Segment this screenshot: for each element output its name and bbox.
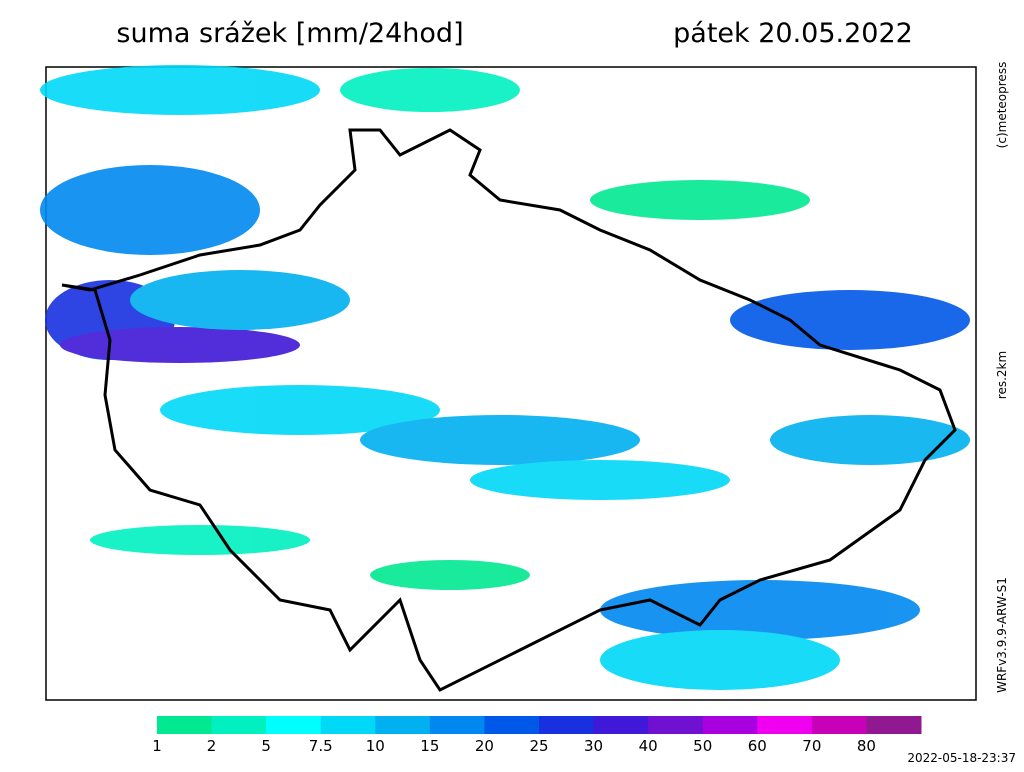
precip-field (40, 65, 970, 690)
colorbar-swatch (593, 716, 649, 734)
colorbar-label: 1 (152, 737, 162, 755)
colorbar-label: 40 (639, 737, 658, 755)
colorbar-label: 10 (366, 737, 385, 755)
resolution: res.2km (995, 351, 1009, 399)
colorbar-label: 25 (529, 737, 548, 755)
colorbar-label: 5 (261, 737, 271, 755)
colorbar-swatch (429, 716, 485, 734)
colorbar-swatch (539, 716, 595, 734)
colorbar-swatch (648, 716, 704, 734)
colorbar-label: 50 (693, 737, 712, 755)
copyright: (c)meteopress (995, 62, 1009, 149)
colorbar-swatch (211, 716, 267, 734)
colorbar-label: 80 (857, 737, 876, 755)
colorbar-label: 2 (207, 737, 217, 755)
date: pátek 20.05.2022 (673, 18, 913, 49)
colorbar-swatch (320, 716, 376, 734)
colorbar-swatch (866, 716, 922, 734)
border (61, 128, 957, 692)
colorbar-label: 20 (475, 737, 494, 755)
colorbar-swatch (375, 716, 431, 734)
colorbar-swatch (702, 716, 758, 734)
timestamp: 2022-05-18-23:37 (907, 751, 1016, 765)
model: WRFv3.9.9-ARW-S1 (995, 577, 1009, 693)
colorbar-swatch (157, 716, 213, 734)
colorbar-swatch (266, 716, 322, 734)
colorbar-swatch (484, 716, 540, 734)
colorbar-label: 15 (420, 737, 439, 755)
map (40, 65, 977, 701)
colorbar-label: 60 (748, 737, 767, 755)
title: suma srážek [mm/24hod] (116, 18, 463, 49)
colorbar-label: 70 (802, 737, 821, 755)
colorbar-label: 30 (584, 737, 603, 755)
colorbar-swatch (757, 716, 813, 734)
colorbar: 1 2 5 7.5 10 15 20 25 30 40 50 60 70 80 (152, 716, 922, 755)
colorbar-label: 7.5 (309, 737, 333, 755)
colorbar-swatch (811, 716, 867, 734)
